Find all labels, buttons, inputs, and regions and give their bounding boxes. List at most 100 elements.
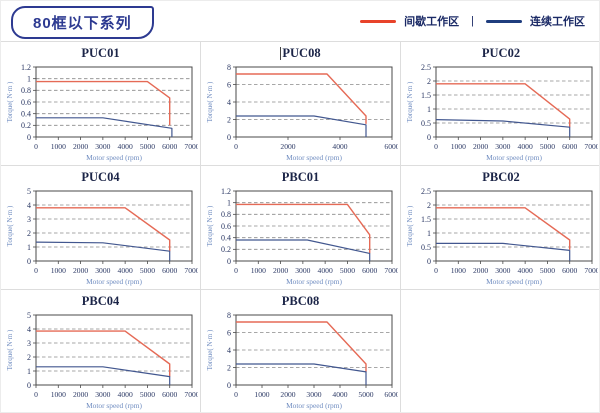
svg-text:1000: 1000 (451, 266, 466, 275)
svg-text:1000: 1000 (254, 390, 269, 399)
svg-text:6000: 6000 (562, 266, 577, 275)
svg-text:0: 0 (227, 381, 231, 390)
svg-text:0: 0 (34, 142, 38, 151)
svg-text:2000: 2000 (72, 390, 87, 399)
empty-cell (401, 290, 599, 412)
svg-text:3000: 3000 (295, 266, 310, 275)
svg-text:3000: 3000 (95, 266, 110, 275)
svg-text:Torque( N·m ): Torque( N·m ) (406, 81, 414, 122)
svg-text:5000: 5000 (358, 390, 373, 399)
svg-text:7000: 7000 (584, 266, 598, 275)
svg-text:2000: 2000 (280, 142, 295, 151)
chart-PBC01: 0 0.2 0.4 0.6 0.8 1 1.2 0 1000 2000 3000 4000 5000 60… (206, 187, 398, 286)
svg-text:1.2: 1.2 (21, 63, 31, 72)
svg-text:5000: 5000 (139, 266, 154, 275)
svg-text:1: 1 (27, 74, 31, 83)
svg-text:7000: 7000 (184, 390, 198, 399)
svg-text:4: 4 (227, 346, 231, 355)
chart-title: PBC08 (281, 294, 320, 308)
continuous-zone-line (35, 241, 170, 261)
svg-text:6000: 6000 (562, 142, 577, 151)
intermittent-zone-line (35, 80, 170, 126)
svg-text:1000: 1000 (50, 142, 65, 151)
svg-text:4000: 4000 (332, 390, 347, 399)
chart-cell-PBC02: PBC02 0 0.5 1 1.5 2 2.5 0 1000 2000 3000 4000 5000 6… (401, 166, 599, 290)
legend: 间歇工作区 | 连续工作区 (360, 13, 585, 29)
continuous-zone-line (235, 115, 367, 137)
svg-text:2.5: 2.5 (421, 187, 431, 196)
chart-cell-PUC08: PUC08 0 2 4 6 8 0 2000 4000 6000 Motor speed (rpm… (201, 42, 401, 166)
header: 80框以下系列 间歇工作区 | 连续工作区 (1, 1, 599, 41)
chart-PUC02: 0 0.5 1 1.5 2 2.5 0 1000 2000 3000 4000 5000 6000 700… (406, 63, 598, 162)
svg-text:0: 0 (234, 142, 238, 151)
svg-text:1000: 1000 (451, 142, 466, 151)
svg-text:5000: 5000 (139, 142, 154, 151)
svg-text:6000: 6000 (162, 266, 177, 275)
svg-text:5000: 5000 (139, 390, 154, 399)
svg-text:1.2: 1.2 (221, 187, 231, 196)
svg-text:2000: 2000 (280, 390, 295, 399)
svg-text:0: 0 (227, 133, 231, 142)
svg-text:8: 8 (227, 63, 231, 72)
svg-text:6000: 6000 (362, 266, 377, 275)
svg-text:0: 0 (27, 381, 31, 390)
chart-title: PUC01 (81, 46, 120, 60)
svg-text:7000: 7000 (184, 266, 198, 275)
svg-text:0: 0 (234, 390, 238, 399)
svg-text:4000: 4000 (317, 266, 332, 275)
svg-text:Motor speed (rpm): Motor speed (rpm) (86, 153, 142, 162)
svg-text:5: 5 (27, 311, 31, 320)
svg-text:1: 1 (427, 229, 431, 238)
continuous-zone-line (235, 239, 370, 261)
chart-cell-PUC02: PUC02 0 0.5 1 1.5 2 2.5 0 1000 2000 3000 4000 5000 6… (401, 42, 599, 166)
svg-text:4000: 4000 (117, 390, 132, 399)
chart-PUC04: 0 1 2 3 4 5 0 1000 2000 3000 4000 5000 6000 7000 Motor… (6, 187, 198, 286)
svg-text:4000: 4000 (518, 266, 533, 275)
svg-text:0: 0 (427, 257, 431, 266)
chart-title: PBC02 (482, 170, 520, 184)
svg-text:1000: 1000 (50, 266, 65, 275)
svg-text:7000: 7000 (384, 266, 398, 275)
svg-text:Torque( N·m ): Torque( N·m ) (206, 329, 214, 370)
svg-text:2: 2 (427, 77, 431, 86)
svg-text:2000: 2000 (272, 266, 287, 275)
svg-text:3000: 3000 (495, 142, 510, 151)
svg-text:0.5: 0.5 (421, 243, 431, 252)
svg-text:0.2: 0.2 (21, 121, 31, 130)
svg-text:7000: 7000 (184, 142, 198, 151)
svg-text:4000: 4000 (117, 266, 132, 275)
svg-text:0: 0 (427, 133, 431, 142)
svg-text:2: 2 (27, 229, 31, 238)
svg-text:4: 4 (27, 325, 31, 334)
chart-cell-PBC04: PBC04 0 1 2 3 4 5 0 1000 2000 3000 4000 5000 6000 700… (1, 290, 201, 412)
svg-text:8: 8 (227, 311, 231, 320)
svg-text:3000: 3000 (95, 390, 110, 399)
series-badge: 80框以下系列 (11, 5, 154, 39)
svg-text:0.8: 0.8 (221, 210, 231, 219)
svg-text:0.6: 0.6 (21, 98, 31, 107)
chart-cell-PBC01: PBC01 0 0.2 0.4 0.6 0.8 1 1.2 0 1000 2000 3000 4000… (201, 166, 401, 290)
svg-text:5000: 5000 (540, 266, 555, 275)
text-cursor-artifact (280, 47, 282, 60)
continuous-zone-line (436, 242, 571, 261)
intermittent-zone-line (35, 330, 170, 377)
svg-text:6000: 6000 (162, 390, 177, 399)
continuous-line-icon (486, 19, 522, 23)
svg-text:0.6: 0.6 (221, 222, 231, 231)
svg-text:1000: 1000 (50, 390, 65, 399)
svg-text:Motor speed (rpm): Motor speed (rpm) (286, 401, 342, 410)
chart-PBC02: 0 0.5 1 1.5 2 2.5 0 1000 2000 3000 4000 5000 6000 700… (406, 187, 598, 286)
chart-title: PBC04 (81, 294, 120, 308)
svg-text:6: 6 (227, 328, 231, 337)
svg-text:5: 5 (27, 187, 31, 196)
svg-text:0: 0 (227, 257, 231, 266)
svg-text:0: 0 (27, 257, 31, 266)
svg-text:5000: 5000 (339, 266, 354, 275)
chart-PBC08: 0 2 4 6 8 0 1000 2000 3000 4000 5000 6000 Motor spee… (206, 311, 398, 410)
intermittent-zone-line (235, 73, 367, 124)
svg-text:7000: 7000 (584, 142, 598, 151)
chart-title: PUC02 (481, 46, 521, 60)
svg-text:3: 3 (27, 339, 31, 348)
chart-title: PUC08 (280, 46, 321, 60)
chart-grid: PUC01 0 0.2 0.4 0.6 0.8 1 1.2 0 1000 2000 3000 4000… (1, 41, 599, 412)
